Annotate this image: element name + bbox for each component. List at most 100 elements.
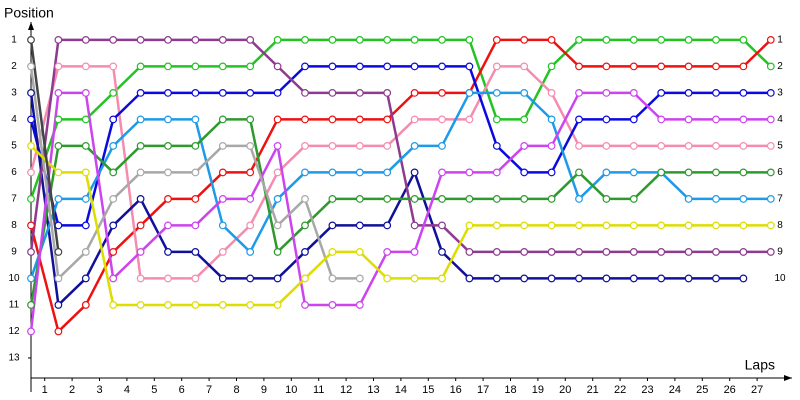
point (383, 89, 392, 97)
point (383, 274, 392, 283)
point (246, 221, 255, 230)
point (492, 115, 501, 124)
point (739, 221, 748, 230)
point (218, 168, 227, 177)
point (684, 248, 693, 256)
x-tick-label: 22 (614, 384, 626, 396)
x-tick-label: 11 (313, 384, 324, 396)
point (520, 274, 529, 283)
x-tick-label: 20 (559, 384, 571, 396)
x-tick-label: 14 (395, 384, 407, 396)
y2-tick-label: 1 (777, 35, 783, 46)
point (492, 89, 501, 97)
point (218, 195, 227, 203)
point (136, 195, 145, 203)
point (191, 248, 200, 256)
point (164, 168, 172, 177)
point (602, 195, 611, 203)
point (410, 195, 419, 203)
point (629, 62, 638, 71)
point (54, 142, 63, 150)
x-tick-label: 21 (587, 384, 599, 396)
point (301, 142, 309, 150)
point (218, 142, 227, 150)
point (657, 142, 666, 150)
point (575, 115, 583, 124)
point (328, 195, 337, 203)
point (246, 274, 255, 283)
point (684, 62, 693, 71)
point (136, 89, 145, 97)
point (109, 168, 118, 177)
y2-tick-label: 2 (777, 61, 783, 72)
point (355, 115, 364, 124)
point (164, 89, 172, 97)
point (629, 115, 638, 124)
x-tick-label: 4 (124, 384, 130, 396)
point (766, 168, 775, 177)
point (246, 62, 255, 71)
point (629, 274, 638, 283)
point (54, 327, 63, 336)
point (273, 62, 282, 71)
point (27, 248, 35, 256)
point (54, 168, 63, 177)
point (465, 195, 474, 203)
point (520, 195, 529, 203)
point (218, 301, 227, 309)
point (136, 221, 145, 230)
x-tick-label: 5 (151, 384, 157, 396)
x-tick-label: 24 (669, 384, 681, 396)
x-tick-label: 8 (233, 384, 239, 396)
y-tick-label: 7 (11, 194, 17, 205)
point (273, 195, 282, 203)
point (602, 168, 611, 177)
point (383, 36, 392, 44)
point (191, 115, 200, 124)
x-tick-label: 17 (477, 384, 489, 396)
point (684, 115, 693, 124)
point (739, 195, 748, 203)
y-tick-label: 4 (11, 114, 17, 125)
y2-tick-label: 3 (777, 88, 783, 99)
point (27, 89, 35, 97)
point (739, 36, 748, 44)
point (355, 62, 364, 71)
point (164, 221, 172, 230)
x-tick-label: 15 (422, 384, 434, 396)
point (438, 221, 446, 230)
point (191, 221, 200, 230)
point (191, 274, 200, 283)
point (520, 221, 529, 230)
point (492, 195, 501, 203)
point (301, 62, 309, 71)
point (657, 89, 666, 97)
point (712, 248, 720, 256)
point (629, 195, 638, 203)
point (273, 221, 282, 230)
point (712, 274, 720, 283)
point (520, 168, 529, 177)
point (27, 301, 35, 309)
point (602, 115, 611, 124)
point (328, 168, 337, 177)
point (273, 115, 282, 124)
point (465, 274, 474, 283)
point (191, 195, 200, 203)
point (383, 221, 392, 230)
point (109, 274, 118, 283)
y2-tick-label: 5 (777, 141, 783, 152)
point (383, 168, 392, 177)
point (766, 115, 775, 124)
point (739, 62, 748, 71)
point (109, 195, 118, 203)
point (355, 195, 364, 203)
point (109, 89, 118, 97)
point (54, 221, 63, 230)
point (629, 221, 638, 230)
y-tick-label: 9 (11, 247, 17, 258)
x-tick-label: 23 (641, 384, 653, 396)
point (355, 142, 364, 150)
y-tick-label: 12 (8, 326, 20, 337)
point (273, 274, 282, 283)
